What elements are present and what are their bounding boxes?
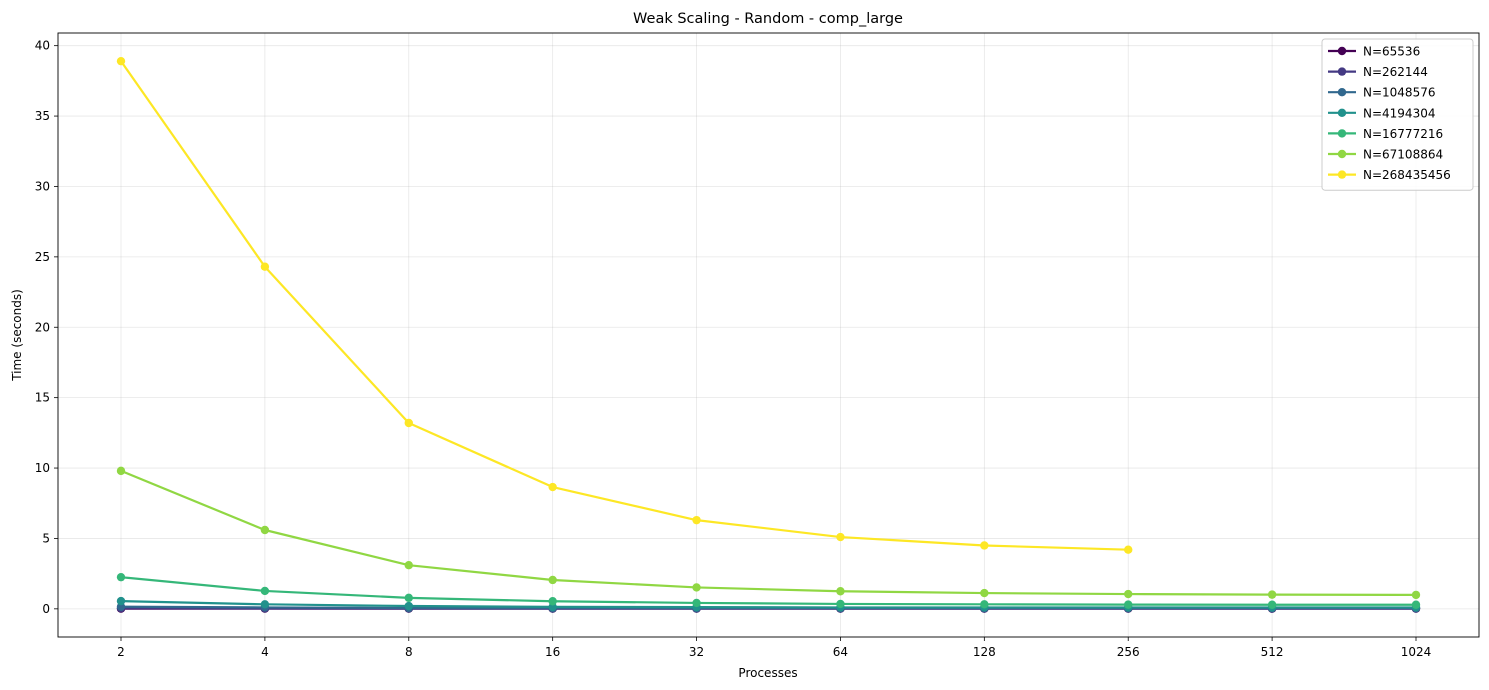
data-point: [260, 262, 270, 271]
data-point: [116, 466, 126, 476]
x-tick-label: 16: [545, 645, 560, 659]
data-point: [548, 482, 557, 492]
legend-label: N=16777216: [1363, 127, 1443, 141]
plot-area-frame: [57, 32, 1480, 638]
legend-item: N=262144: [1328, 65, 1428, 79]
series-line: [120, 469, 1417, 597]
data-point: [836, 599, 845, 609]
data-point: [980, 541, 989, 550]
y-tick-label: 20: [35, 320, 50, 334]
data-point: [116, 56, 126, 66]
y-tick-label: 25: [35, 250, 50, 264]
x-tick-label: 4: [261, 645, 269, 659]
y-tick-label: 0: [42, 602, 50, 616]
legend-item: N=16777216: [1328, 127, 1443, 141]
legend-marker: [1337, 149, 1347, 159]
legend-label: N=67108864: [1363, 148, 1443, 162]
data-point: [116, 596, 126, 606]
data-point: [404, 601, 413, 611]
x-tick-label: 512: [1261, 645, 1284, 659]
data-point: [980, 600, 989, 609]
data-point: [548, 597, 557, 606]
data-point: [1124, 589, 1133, 599]
legend-label: N=65536: [1363, 45, 1420, 59]
series-line: [120, 599, 1416, 609]
series-line: [120, 60, 1129, 551]
legend-marker: [1337, 46, 1347, 56]
data-point: [404, 418, 413, 428]
chart-title: Weak Scaling - Random - comp_large: [633, 11, 903, 27]
data-point: [1267, 600, 1277, 609]
y-tick-label: 10: [35, 461, 50, 475]
legend-label: N=1048576: [1363, 86, 1435, 100]
legend-marker: [1337, 67, 1347, 76]
data-point: [692, 515, 701, 525]
series-n-16777216: [116, 572, 1421, 609]
legend-label: N=262144: [1363, 65, 1428, 79]
y-axis: 0 5 10 15 20 25 30 35 40: [35, 39, 58, 616]
data-point: [692, 598, 701, 608]
y-tick-label: 5: [42, 531, 50, 545]
legend: N=65536 N=262144 N=1048576 N=4194304 N=16777…: [1321, 38, 1474, 191]
legend-marker: [1337, 170, 1347, 179]
x-tick-label: 8: [405, 645, 413, 659]
y-tick-label: 35: [35, 109, 50, 123]
legend-item: N=4194304: [1328, 106, 1435, 120]
y-axis-title: Time (seconds): [10, 289, 24, 382]
x-axis: 2 4 8 16 32 64 128 256 512 1024: [117, 637, 1431, 659]
data-point: [980, 588, 989, 598]
data-point: [548, 575, 557, 585]
x-axis-title: Processes: [738, 666, 797, 680]
legend-item: N=65536: [1328, 45, 1420, 59]
legend-item: N=1048576: [1328, 86, 1435, 100]
legend-item: N=268435456: [1328, 168, 1451, 182]
data-point: [1411, 590, 1421, 600]
x-tick-label: 128: [973, 645, 996, 659]
x-tick-label: 32: [689, 645, 704, 659]
data-point: [404, 593, 413, 603]
legend-marker: [1337, 108, 1347, 118]
data-point: [1411, 600, 1421, 609]
legend-frame: [1321, 38, 1474, 191]
data-point: [1124, 600, 1133, 609]
legend-item: N=67108864: [1328, 148, 1443, 162]
data-point: [260, 600, 270, 609]
grid: [58, 33, 1479, 637]
data-point: [116, 572, 126, 582]
data-point: [836, 532, 845, 542]
data-point: [404, 560, 413, 570]
series-line: [120, 576, 1416, 606]
x-tick-label: 64: [833, 645, 848, 659]
legend-marker: [1337, 129, 1347, 138]
series-lines: [116, 56, 1421, 613]
legend-label: N=268435456: [1363, 168, 1451, 182]
data-point: [692, 583, 701, 592]
data-point: [260, 586, 270, 596]
series-n-268435456: [116, 56, 1133, 554]
data-point: [1267, 590, 1277, 599]
series-n-67108864: [116, 466, 1421, 600]
data-point: [1124, 545, 1133, 554]
x-tick-label: 2: [117, 645, 125, 659]
y-tick-label: 15: [35, 391, 50, 405]
data-point: [260, 525, 270, 535]
y-tick-label: 30: [35, 179, 50, 193]
data-point: [836, 587, 845, 596]
y-tick-label: 40: [35, 39, 50, 53]
x-tick-label: 1024: [1401, 645, 1432, 659]
legend-marker: [1337, 88, 1347, 97]
x-tick-label: 256: [1117, 645, 1140, 659]
legend-label: N=4194304: [1363, 106, 1435, 120]
